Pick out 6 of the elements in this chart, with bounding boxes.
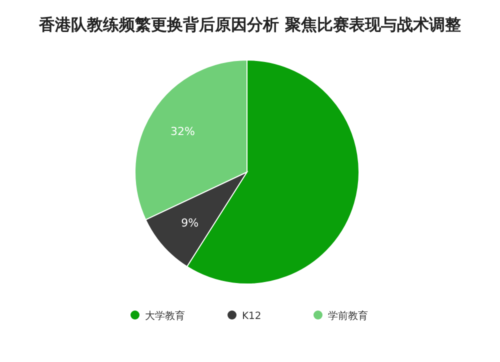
data-label: 9% bbox=[181, 216, 199, 230]
legend-label: 大学教育 bbox=[145, 310, 185, 322]
chart-title: 香港队教练频繁更换背后原因分析 聚焦比赛表现与战术调整 bbox=[38, 15, 461, 34]
legend-label: K12 bbox=[242, 311, 262, 322]
data-label: 32% bbox=[170, 125, 195, 138]
legend-label: 学前教育 bbox=[328, 310, 368, 322]
